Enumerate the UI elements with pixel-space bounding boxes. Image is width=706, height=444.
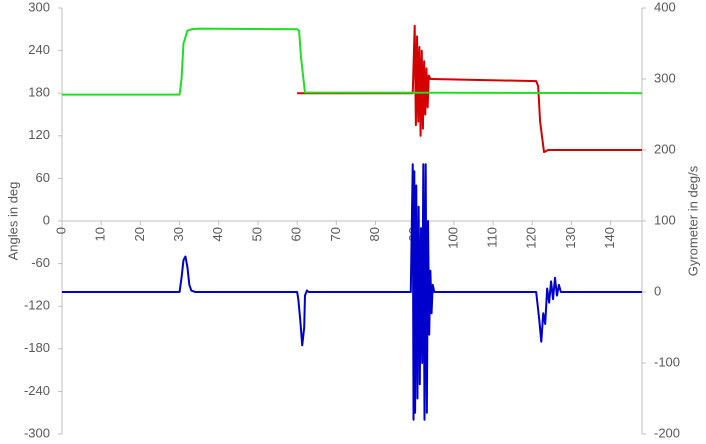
y2-tick-label: 300 <box>654 70 676 85</box>
x-tick-label: 0 <box>53 227 68 234</box>
y-tick-label: 60 <box>36 170 50 185</box>
line-series <box>62 27 643 96</box>
x-tick-label: 100 <box>445 227 460 249</box>
y-tick-label: -180 <box>24 340 50 355</box>
y-axis-title: Angles in deg <box>5 182 20 261</box>
y2-axis-title: Gyrometer in deg/s <box>685 165 700 276</box>
y-tick-label: -120 <box>24 298 50 313</box>
x-tick-label: 120 <box>524 227 539 249</box>
y2-tick-label: 400 <box>654 0 676 14</box>
line-series <box>297 24 642 154</box>
y2-tick-label: 0 <box>654 283 661 298</box>
line-series <box>62 163 642 421</box>
y2-tick-label: 200 <box>654 141 676 156</box>
y-tick-label: 0 <box>43 212 50 227</box>
x-tick-label: 20 <box>132 227 147 241</box>
x-tick-label: 140 <box>602 227 617 249</box>
x-tick-label: 70 <box>328 227 343 241</box>
x-tick-label: 80 <box>367 227 382 241</box>
y-tick-label: -60 <box>31 255 50 270</box>
x-tick-label: 30 <box>171 227 186 241</box>
y2-tick-label: -100 <box>654 354 680 369</box>
x-tick-label: 110 <box>485 227 500 248</box>
y-tick-label: 180 <box>28 85 50 100</box>
y-tick-label: -300 <box>24 425 50 440</box>
x-tick-label: 10 <box>93 227 108 241</box>
y-tick-label: 300 <box>28 0 50 14</box>
y-tick-label: 240 <box>28 42 50 57</box>
x-tick-label: 50 <box>249 227 264 241</box>
y-tick-label: 120 <box>28 127 50 142</box>
y2-tick-label: 100 <box>654 212 676 227</box>
x-tick-label: 40 <box>210 227 225 241</box>
x-tick-label: 60 <box>289 227 304 241</box>
x-tick-label: 130 <box>563 227 578 249</box>
y-tick-label: -240 <box>24 383 50 398</box>
y2-tick-label: -200 <box>654 425 680 440</box>
